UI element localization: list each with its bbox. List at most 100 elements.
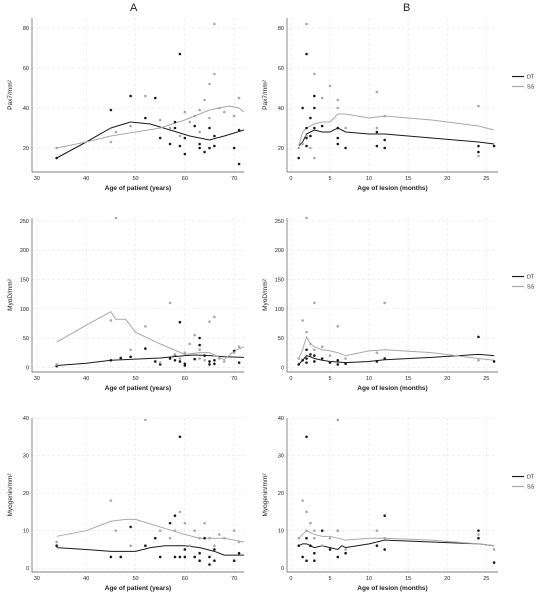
data-point-dt [383, 138, 386, 142]
series-line-ss [56, 311, 245, 361]
data-point-ss [222, 536, 226, 540]
data-point-dt [375, 144, 379, 148]
data-point-ss [305, 22, 308, 26]
y-tick-label: 40 [278, 416, 284, 422]
data-point-ss [55, 146, 58, 150]
data-point-dt [313, 360, 316, 363]
data-point-dt [477, 335, 480, 339]
data-point-ss [114, 529, 118, 532]
data-point-dt [109, 108, 113, 112]
data-point-dt [297, 156, 301, 160]
data-point-ss [232, 529, 236, 532]
data-point-dt [203, 536, 206, 540]
data-point-ss [232, 351, 236, 354]
x-tick-label: 10 [366, 576, 372, 582]
data-point-dt [193, 555, 196, 559]
data-point-ss [336, 418, 340, 422]
data-point-ss [178, 510, 182, 514]
y-tick-label: 20 [278, 491, 284, 497]
x-tick-label: 70 [231, 376, 237, 382]
data-point-dt [208, 146, 211, 150]
data-point-ss [168, 126, 172, 130]
data-point-dt [344, 551, 347, 555]
data-point-dt [344, 362, 347, 366]
chart-panel-a-1: 30 40 50 60 70 20 40 60 80 Age of patient (years)… [7, 18, 245, 192]
legend-label-dt: DT [527, 275, 535, 281]
data-point-dt [328, 548, 332, 551]
legend-label-ss: SS [527, 285, 535, 291]
data-point-ss [328, 84, 332, 88]
series-line-ss [56, 518, 245, 543]
x-tick-label: 25 [483, 176, 489, 182]
x-tick-label: 15 [405, 176, 411, 182]
data-point-ss [193, 114, 196, 118]
data-point-ss [375, 529, 379, 532]
data-point-ss [336, 98, 340, 102]
data-point-dt [198, 142, 201, 146]
y-tick-label: 250 [20, 219, 29, 225]
data-point-dt [232, 146, 236, 150]
data-point-ss [208, 320, 211, 323]
data-point-ss [198, 108, 201, 112]
x-tick-label: 60 [182, 376, 188, 382]
data-point-ss [198, 130, 201, 134]
data-point-dt [203, 354, 206, 357]
data-point-ss [55, 540, 58, 544]
data-point-ss [144, 94, 147, 98]
x-tick-label: 10 [366, 376, 372, 382]
y-axis-label: Pax7/mm² [262, 79, 269, 109]
x-tick-label: 30 [34, 376, 40, 382]
data-point-dt [153, 536, 157, 540]
data-point-ss [297, 146, 301, 150]
data-point-ss [109, 499, 113, 502]
data-point-dt [119, 356, 123, 360]
data-point-ss [305, 529, 308, 532]
y-tick-label: 200 [275, 248, 284, 254]
data-point-ss [183, 110, 187, 114]
chart-panel-a-3: 30 40 50 60 70 0 10 20 30 40 Age of patient (years… [7, 416, 245, 592]
data-point-dt [375, 360, 379, 363]
data-point-ss [477, 358, 480, 362]
data-point-dt [178, 320, 182, 324]
x-tick-label: 15 [405, 576, 411, 582]
y-tick-label: 0 [26, 365, 29, 371]
data-point-dt [173, 120, 177, 124]
data-point-dt [477, 144, 480, 148]
data-point-dt [183, 136, 187, 140]
data-point-ss [305, 330, 308, 334]
data-point-ss [144, 325, 147, 328]
y-tick-label: 10 [278, 529, 284, 535]
data-point-dt [492, 561, 496, 564]
y-tick-label: 20 [23, 146, 29, 152]
data-point-dt [208, 363, 211, 366]
data-point-dt [55, 544, 58, 548]
data-point-dt [305, 126, 308, 130]
data-point-ss [492, 548, 496, 551]
series-line-dt [56, 545, 244, 556]
data-point-ss [218, 357, 221, 360]
data-point-ss [198, 348, 201, 352]
x-axis-label: Age of patient (years) [105, 585, 171, 592]
data-point-dt [313, 354, 316, 357]
data-point-dt [336, 358, 340, 362]
data-point-dt [383, 548, 386, 551]
data-point-ss [109, 319, 113, 322]
y-tick-label: 150 [275, 277, 284, 283]
data-point-dt [144, 544, 147, 548]
data-point-ss [129, 544, 132, 548]
data-point-ss [309, 146, 312, 150]
data-point-ss [383, 536, 386, 540]
chart-panel-a-2: 30 40 50 60 70 0 50 100 150 200 250 Age of patient … [7, 216, 245, 392]
data-point-dt [305, 435, 308, 439]
x-tick-label: 10 [366, 176, 372, 182]
data-point-dt [183, 362, 187, 366]
data-point-ss [237, 345, 241, 349]
data-point-ss [320, 345, 324, 349]
x-tick-label: 0 [289, 376, 292, 382]
chart-panel-b-1: 0 5 10 15 20 25 20 40 60 80 Age of lesion (months)… [262, 18, 535, 192]
x-tick-label: 40 [83, 176, 89, 182]
data-point-dt [198, 343, 201, 347]
y-tick-label: 0 [26, 566, 29, 572]
x-axis-label: Age of lesion (months) [357, 385, 427, 392]
